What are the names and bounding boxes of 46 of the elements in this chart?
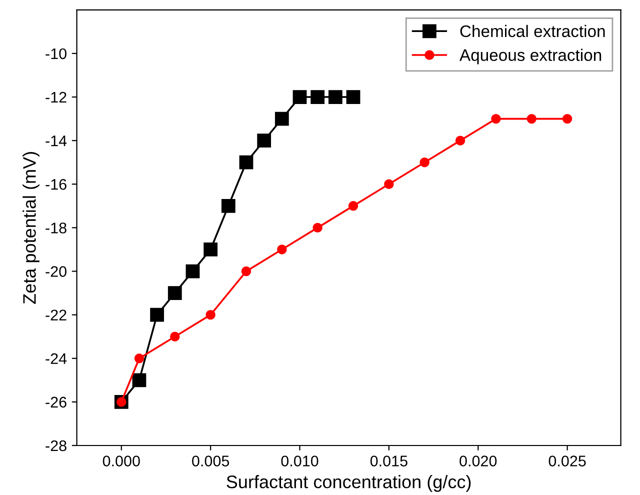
point bbox=[134, 354, 144, 364]
point bbox=[150, 308, 164, 322]
point bbox=[186, 264, 200, 278]
x-tick-label: 0.020 bbox=[460, 456, 497, 466]
y-tick-label: -20 bbox=[46, 266, 66, 277]
point bbox=[348, 201, 358, 211]
y-tick-label: -16 bbox=[46, 179, 66, 190]
point bbox=[346, 90, 360, 104]
point bbox=[384, 179, 394, 189]
point bbox=[310, 90, 325, 104]
point bbox=[328, 90, 342, 104]
point bbox=[274, 112, 289, 126]
x-tick-label: 0.005 bbox=[192, 456, 230, 466]
point bbox=[312, 222, 322, 233]
point bbox=[420, 158, 430, 168]
point bbox=[277, 244, 287, 254]
y-tick-label: -18 bbox=[46, 222, 66, 234]
point bbox=[257, 134, 272, 148]
point bbox=[132, 373, 146, 388]
y-axis-title: Zeta potential (mV) bbox=[22, 152, 40, 304]
point bbox=[491, 114, 501, 124]
point bbox=[170, 332, 180, 342]
point bbox=[168, 286, 182, 300]
y-tick-label: -10 bbox=[46, 48, 66, 60]
x-tick-label: 0.000 bbox=[102, 456, 140, 466]
x-tick-label: 0.025 bbox=[548, 456, 586, 466]
x-axis-title: Surfactant concentration (g/cc) bbox=[226, 475, 471, 492]
point bbox=[526, 114, 536, 124]
point bbox=[206, 310, 216, 320]
legend-label: Aqueous extraction bbox=[459, 48, 602, 64]
y-tick-label: -22 bbox=[46, 310, 66, 320]
point bbox=[455, 136, 466, 146]
point bbox=[221, 198, 236, 213]
y-tick-label: -26 bbox=[46, 396, 66, 408]
point bbox=[292, 90, 307, 104]
legend-label: Chemical extraction bbox=[460, 24, 605, 38]
y-tick-label: -12 bbox=[46, 92, 66, 103]
x-tick-label: 0.010 bbox=[281, 456, 318, 466]
y-tick-label: -24 bbox=[46, 353, 67, 364]
point bbox=[204, 242, 218, 256]
point bbox=[239, 155, 254, 170]
x-tick-label: 0.015 bbox=[370, 456, 408, 466]
y-tick-label: -28 bbox=[46, 440, 66, 452]
point bbox=[562, 114, 572, 124]
y-tick-label: -14 bbox=[46, 136, 67, 146]
point bbox=[241, 266, 252, 276]
